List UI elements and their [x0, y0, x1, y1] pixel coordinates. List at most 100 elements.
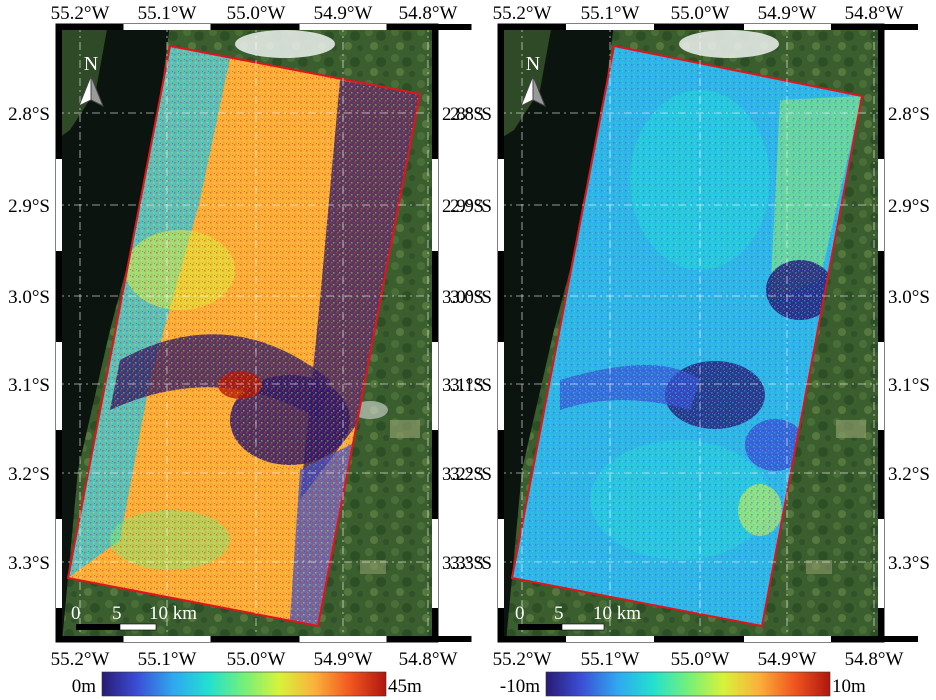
cloud: [235, 30, 335, 58]
right-map-panel: 55.2°W 55.1°W 55.0°W 54.9°W 54.8°W 55.2°W 55.…: [450, 3, 930, 697]
frame-segment: [123, 24, 211, 30]
right-lon-labels-bottom: 55.2°W 55.1°W 55.0°W 54.9°W 54.8°W: [493, 649, 904, 670]
frame-segment: [498, 608, 504, 642]
frame-segment: [432, 159, 438, 251]
frame-segment: [432, 608, 438, 642]
left-frame-ticks: [56, 24, 472, 642]
frame-segment: [744, 636, 831, 642]
lat-tick-label-right: 3.0°S: [888, 287, 930, 308]
frame-segment: [56, 342, 62, 430]
river: [498, 24, 614, 642]
frame-segment: [498, 24, 566, 30]
lon-tick-label-bottom: 55.1°W: [138, 649, 197, 670]
right-colorbar: -10m 10m: [500, 671, 866, 697]
frame-segment: [432, 430, 438, 519]
lon-tick-label-top: 54.9°W: [314, 3, 373, 24]
frame-segment: [299, 24, 387, 30]
frame-segment: [498, 159, 504, 251]
frame-segment: [56, 519, 62, 608]
scale-segment-dark: [76, 624, 120, 630]
lat-tick-label-left: 3.2°S: [450, 464, 492, 485]
frame-segment: [432, 251, 438, 342]
frame-segment: [831, 636, 918, 642]
lon-tick-label-bottom: 55.2°W: [493, 649, 552, 670]
lat-tick-label-right: 3.2°S: [888, 464, 930, 485]
left-graticule: [56, 24, 438, 642]
frame-segment: [432, 24, 438, 159]
north-arrow-shade: [532, 75, 546, 108]
lat-tick-label-right: 3.1°S: [442, 375, 484, 396]
frame-segment: [56, 24, 62, 159]
frame-segment: [498, 342, 504, 430]
colorbar-min-label: -10m: [500, 676, 540, 697]
lat-tick-label-left: 3.0°S: [8, 287, 50, 308]
clearing: [836, 420, 866, 438]
frame-segment: [498, 519, 504, 608]
footprint-outline: [510, 44, 864, 628]
lat-tick-label-left: 3.3°S: [450, 553, 492, 574]
frame-segment: [56, 636, 124, 642]
scale-bar: 0 5 10 km: [515, 603, 641, 631]
lat-tick-label-left: 3.1°S: [450, 375, 492, 396]
frame-segment: [123, 636, 211, 642]
lat-tick-label-left: 3.1°S: [8, 375, 50, 396]
lat-tick-label-left: 3.3°S: [8, 553, 50, 574]
lat-tick-label-left: 2.8°S: [8, 104, 50, 125]
lon-tick-label-bottom: 54.8°W: [845, 649, 904, 670]
lon-tick-label-bottom: 54.9°W: [758, 649, 817, 670]
clearing: [360, 560, 386, 574]
frame-segment: [56, 24, 124, 30]
lon-tick-label-top: 55.1°W: [138, 3, 197, 24]
frame-segment: [654, 636, 744, 642]
west-bank: [56, 24, 108, 140]
lat-tick-label-left: 2.8°S: [450, 104, 492, 125]
left-lon-labels-bottom: 55.2°W 55.1°W 55.0°W 54.9°W 54.8°W: [51, 649, 458, 670]
scale-segment-light: [119, 623, 157, 631]
colorbar-max-label: 45m: [388, 676, 422, 697]
left-height-map: [68, 46, 420, 626]
left-map-panel: 55.2°W 55.1°W 55.0°W 54.9°W 54.8°W 55.2°W 55.…: [8, 3, 484, 697]
scale-label-5: 5: [112, 603, 122, 624]
frame-segment: [654, 24, 744, 30]
texture: [512, 46, 862, 626]
west-bank: [498, 24, 552, 140]
frame-segment: [498, 430, 504, 519]
frame-segment: [56, 251, 62, 342]
colorbar-min-label: 0m: [72, 676, 97, 697]
right-difference-map: [512, 46, 862, 626]
frame-segment: [432, 519, 438, 608]
frame-segment: [498, 251, 504, 342]
colorbar-gradient: [101, 671, 387, 697]
texture: [68, 46, 420, 626]
lon-tick-label-top: 55.2°W: [51, 3, 110, 24]
lat-tick-label-right: 3.3°S: [442, 553, 484, 574]
frame-segment: [566, 24, 654, 30]
lon-tick-label-bottom: 55.0°W: [671, 649, 730, 670]
frame-segment: [432, 342, 438, 430]
frame-segment: [878, 342, 884, 430]
frame-segment: [744, 24, 831, 30]
scale-segment-dark: [518, 624, 562, 630]
lon-tick-label-top: 55.1°W: [581, 3, 640, 24]
lon-tick-label-bottom: 55.1°W: [581, 649, 640, 670]
north-arrow-shade: [90, 75, 104, 108]
lat-tick-label-right: 2.8°S: [888, 104, 930, 125]
scale-bar: 0 5 10 km: [71, 603, 197, 631]
lat-tick-label-right: 2.8°S: [442, 104, 484, 125]
lat-tick-label-right: 2.9°S: [442, 196, 484, 217]
frame-segment: [56, 159, 62, 251]
frame-segment: [498, 24, 504, 159]
colorbar-max-label: 10m: [832, 676, 866, 697]
frame-segment: [56, 430, 62, 519]
frame-segment: [56, 608, 62, 642]
lat-tick-label-right: 3.2°S: [442, 464, 484, 485]
lon-tick-label-bottom: 55.2°W: [51, 649, 110, 670]
scale-segment-light: [561, 623, 605, 631]
lon-tick-label-bottom: 54.9°W: [314, 649, 373, 670]
clearing: [390, 420, 420, 438]
scale-label-0: 0: [515, 603, 525, 624]
footprint-outline: [66, 44, 422, 628]
scale-label-10km: 10 km: [593, 603, 641, 624]
frame-segment: [566, 636, 654, 642]
